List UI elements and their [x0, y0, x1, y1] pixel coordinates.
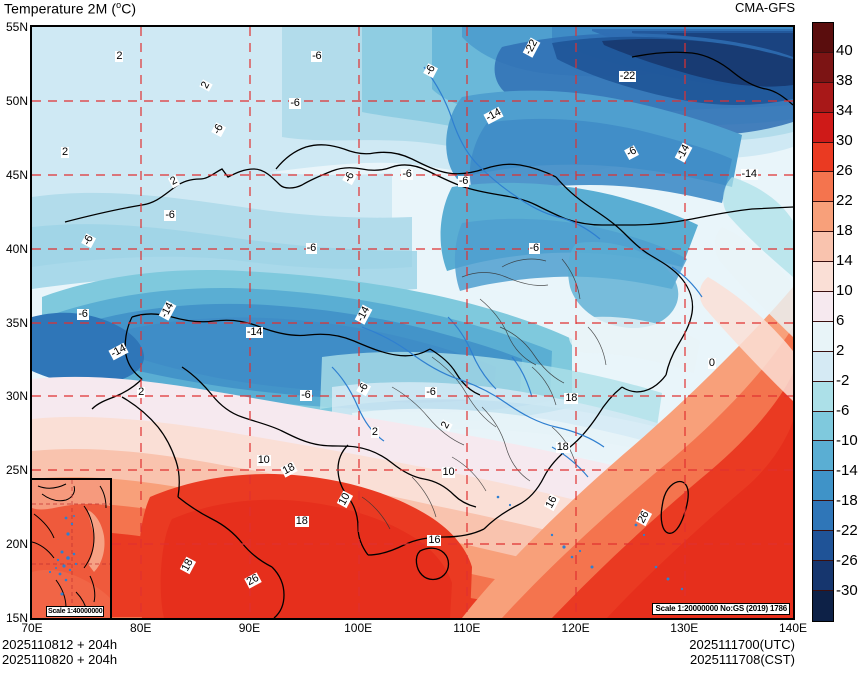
lat-tick-30N: 30N — [5, 389, 28, 404]
colorbar-tick-26: 26 — [836, 162, 853, 179]
page-title: Temperature 2M (oC) — [4, 0, 136, 17]
colorbar-segment — [813, 172, 833, 203]
colorbar-segment — [813, 590, 833, 621]
lon-tick-130E: 130E — [670, 621, 699, 635]
contour-label: -6 — [300, 389, 312, 402]
colorbar-segment — [813, 441, 833, 472]
contour-label: 2 — [370, 426, 379, 439]
colorbar-tick-minus2: -2 — [836, 372, 850, 389]
lat-tick-55N: 55N — [5, 20, 28, 34]
inset-temperature-field — [32, 480, 110, 618]
lat-tick-40N: 40N — [5, 241, 28, 256]
run-line-1: 2025110812 + 204h — [2, 637, 118, 652]
contour-label: 2 — [61, 145, 69, 158]
run-time-info: 2025110812 + 204h 2025110820 + 204h — [2, 637, 117, 667]
run-line-2: 2025110820 + 204h — [2, 652, 118, 667]
contour-label: 10 — [256, 454, 271, 467]
degree-symbol: o — [116, 0, 122, 10]
colorbar-tick-minus10: -10 — [836, 432, 858, 449]
contour-label: 16 — [427, 534, 442, 547]
colorbar-segment — [813, 471, 833, 502]
inset-scale-label: Scale 1:40000000 — [46, 606, 105, 617]
colorbar-tick-minus30: -30 — [836, 582, 858, 599]
lat-tick-25N: 25N — [5, 463, 28, 478]
colorbar-segment — [813, 52, 833, 83]
lon-tick-100E: 100E — [344, 621, 373, 635]
colorbar-segment — [813, 501, 833, 532]
colorbar-tick-34: 34 — [836, 102, 853, 119]
colorbar-tick-40: 40 — [836, 42, 853, 59]
contour-label: -6 — [305, 241, 318, 254]
contour-label: 18 — [555, 441, 570, 454]
valid-utc: 2025111700(UTC) — [689, 637, 795, 652]
contour-label: -6 — [164, 209, 176, 222]
contour-label: 2 — [115, 49, 124, 62]
colorbar-segment — [813, 202, 833, 233]
map-scale-stamp: Scale 1:20000000 No:GS (2019) 1786 — [652, 603, 790, 615]
contour-label: 10 — [441, 466, 456, 479]
colorbar-segment — [813, 142, 833, 173]
valid-time-info: 2025111700(UTC) 2025111708(CST) — [689, 637, 795, 667]
contour-label: -6 — [457, 175, 470, 188]
lon-tick-140E: 140E — [778, 621, 808, 635]
colorbar-segment — [813, 351, 833, 382]
colorbar-segment — [813, 531, 833, 562]
colorbar-tick-30: 30 — [836, 132, 853, 149]
contour-label: -14 — [245, 325, 264, 338]
contour-label: -6 — [425, 386, 437, 399]
colorbar-segment — [813, 292, 833, 322]
contour-label: -6 — [311, 49, 323, 62]
lon-tick-70E: 70E — [21, 621, 43, 635]
colorbar-tick-minus22: -22 — [836, 522, 858, 539]
lat-tick-35N: 35N — [5, 315, 28, 330]
lon-tick-90E: 90E — [238, 621, 261, 635]
model-label: CMA-GFS — [735, 0, 795, 15]
lat-tick-20N: 20N — [5, 537, 28, 552]
colorbar-segment — [813, 262, 833, 293]
colorbar-segment — [813, 561, 833, 591]
colorbar-segment — [813, 321, 833, 352]
colorbar-tick-18: 18 — [836, 222, 853, 239]
colorbar-tick-22: 22 — [836, 192, 853, 209]
contour-label: -6 — [401, 167, 413, 180]
colorbar-segment — [813, 381, 833, 412]
lat-tick-15N: 15N — [5, 611, 28, 625]
temperature-colorbar[interactable] — [812, 22, 834, 622]
lon-tick-120E: 120E — [561, 621, 590, 635]
colorbar-tick-10: 10 — [836, 282, 853, 299]
colorbar-segment — [813, 23, 833, 53]
south-china-sea-inset-map[interactable]: Scale 1:40000000 — [30, 478, 112, 620]
lat-tick-45N: 45N — [5, 167, 28, 182]
colorbar-tick-minus6: -6 — [836, 402, 850, 419]
title-text: Temperature 2M ( — [4, 0, 117, 17]
contour-label: 18 — [294, 514, 309, 527]
colorbar-tick-minus14: -14 — [836, 462, 858, 479]
contour-label: 0 — [707, 356, 716, 369]
map-plot-area[interactable]: Scale 1:20000000 No:GS (2019) 1786 — [30, 25, 795, 620]
map-canvas — [32, 27, 793, 618]
lon-tick-80E: 80E — [130, 621, 152, 635]
colorbar-segment — [813, 82, 833, 113]
colorbar-tick-14: 14 — [836, 252, 853, 269]
colorbar-tick-38: 38 — [836, 72, 853, 89]
contour-label: -14 — [740, 167, 758, 180]
contour-label: -6 — [77, 308, 89, 321]
valid-cst: 2025111708(CST) — [689, 652, 795, 667]
colorbar-segment — [813, 232, 833, 263]
lat-tick-50N: 50N — [5, 93, 28, 108]
contour-label: -6 — [528, 241, 540, 254]
contour-label: -22 — [618, 70, 637, 83]
contour-label: 18 — [564, 392, 579, 405]
colorbar-segment — [813, 112, 833, 143]
contour-label: 2 — [137, 386, 146, 399]
colorbar-tick-2: 2 — [836, 342, 845, 359]
lon-tick-110E: 110E — [453, 621, 481, 635]
colorbar-segment — [813, 411, 833, 442]
temperature-field — [32, 27, 793, 618]
colorbar-tick-minus26: -26 — [836, 552, 858, 569]
colorbar-tick-6: 6 — [836, 312, 845, 329]
title-unit-tail: C) — [121, 0, 137, 17]
contour-label: -6 — [289, 96, 301, 109]
colorbar-tick-minus18: -18 — [836, 492, 858, 509]
